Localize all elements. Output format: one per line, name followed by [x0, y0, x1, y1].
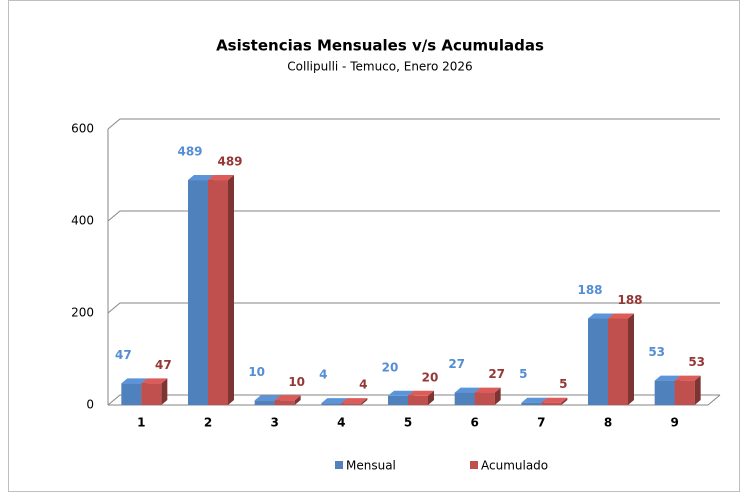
bar-front	[321, 403, 342, 405]
x-tick-label: 9	[670, 416, 678, 430]
bar-front	[388, 395, 408, 405]
bar	[274, 395, 301, 405]
legend-swatch	[335, 461, 343, 469]
bar-top	[674, 375, 701, 381]
bar-side	[428, 390, 434, 405]
bar-front	[121, 383, 142, 405]
bar-top	[588, 313, 614, 319]
y-tick-label: 400	[71, 214, 94, 228]
x-tick-label: 2	[204, 416, 212, 430]
legend-label: Acumulado	[481, 459, 548, 473]
x-tick-label: 3	[270, 416, 278, 430]
bar	[474, 387, 501, 405]
bar-side	[494, 387, 501, 405]
legend-label: Mensual	[346, 459, 396, 473]
grid-line	[107, 302, 720, 314]
bar-front	[208, 180, 228, 405]
value-label: 47	[115, 348, 132, 362]
value-label: 489	[217, 155, 242, 169]
value-label: 4	[359, 378, 367, 392]
grid-line	[107, 118, 720, 130]
bar-front	[274, 400, 295, 405]
bar-top	[608, 313, 634, 319]
bar	[541, 397, 568, 405]
value-label: 489	[177, 145, 202, 159]
bar-side	[228, 175, 234, 405]
bar-top	[388, 390, 414, 396]
bar-front	[521, 402, 542, 405]
value-label: 10	[248, 365, 265, 379]
bar-front	[541, 402, 562, 405]
bar-top	[254, 395, 281, 401]
bar-front	[454, 392, 475, 405]
y-tick-label: 200	[71, 306, 94, 320]
bar-top	[541, 397, 568, 403]
bar	[141, 378, 168, 405]
bar-front	[674, 380, 695, 405]
bar-front	[408, 395, 428, 405]
value-label: 5	[519, 367, 527, 381]
value-label: 27	[448, 357, 465, 371]
bar-front	[341, 403, 362, 405]
grid-line	[107, 394, 720, 406]
bar-top	[521, 397, 548, 403]
value-label: 20	[422, 370, 439, 384]
bar	[341, 398, 368, 405]
x-tick-label: 1	[137, 416, 145, 430]
value-label: 188	[577, 283, 602, 297]
bar	[608, 313, 634, 405]
chart-subtitle: Collipulli - Temuco, Enero 2026	[287, 60, 472, 74]
bar-front	[588, 318, 608, 405]
x-tick-label: 8	[604, 416, 612, 430]
bar-front	[254, 400, 275, 405]
value-label: 20	[382, 360, 399, 374]
bar	[408, 390, 434, 405]
bar-top	[654, 375, 681, 381]
bar-top	[141, 378, 168, 384]
bar	[208, 175, 234, 405]
bar-top	[188, 175, 214, 181]
y-tick-label: 600	[71, 122, 94, 136]
bar-top	[454, 387, 481, 393]
bar-side	[294, 395, 301, 405]
value-label: 27	[488, 367, 505, 381]
value-label: 47	[155, 358, 172, 372]
bar-front	[654, 380, 675, 405]
bar-top	[274, 395, 301, 401]
x-tick-label: 4	[337, 416, 345, 430]
y-tick-label: 0	[86, 398, 94, 412]
bar-top	[408, 390, 434, 396]
bar-side	[161, 378, 168, 405]
value-label: 10	[288, 375, 305, 389]
value-label: 4	[319, 368, 327, 382]
bar-side	[561, 397, 568, 405]
value-label: 188	[617, 293, 642, 307]
value-label: 53	[648, 345, 665, 359]
bar-side	[361, 398, 368, 405]
value-label: 5	[559, 377, 567, 391]
bar-front	[474, 392, 495, 405]
bar-top	[341, 398, 368, 404]
bar-front	[188, 180, 208, 405]
bar-front	[608, 318, 628, 405]
bar-top	[321, 398, 348, 404]
bar-top	[121, 378, 148, 384]
grid-line	[107, 210, 720, 222]
floor	[108, 394, 721, 406]
legend-swatch	[470, 461, 478, 469]
bar	[674, 375, 701, 405]
bar-front	[141, 383, 162, 405]
x-tick-label: 6	[470, 416, 478, 430]
chart-frame	[8, 0, 740, 492]
bar-side	[628, 313, 634, 405]
value-label: 53	[688, 355, 705, 369]
x-tick-label: 7	[537, 416, 545, 430]
bar-top	[208, 175, 234, 181]
chart-title: Asistencias Mensuales v/s Acumuladas	[216, 37, 544, 55]
bar-side	[694, 375, 701, 405]
bar-top	[474, 387, 501, 393]
x-tick-label: 5	[404, 416, 412, 430]
